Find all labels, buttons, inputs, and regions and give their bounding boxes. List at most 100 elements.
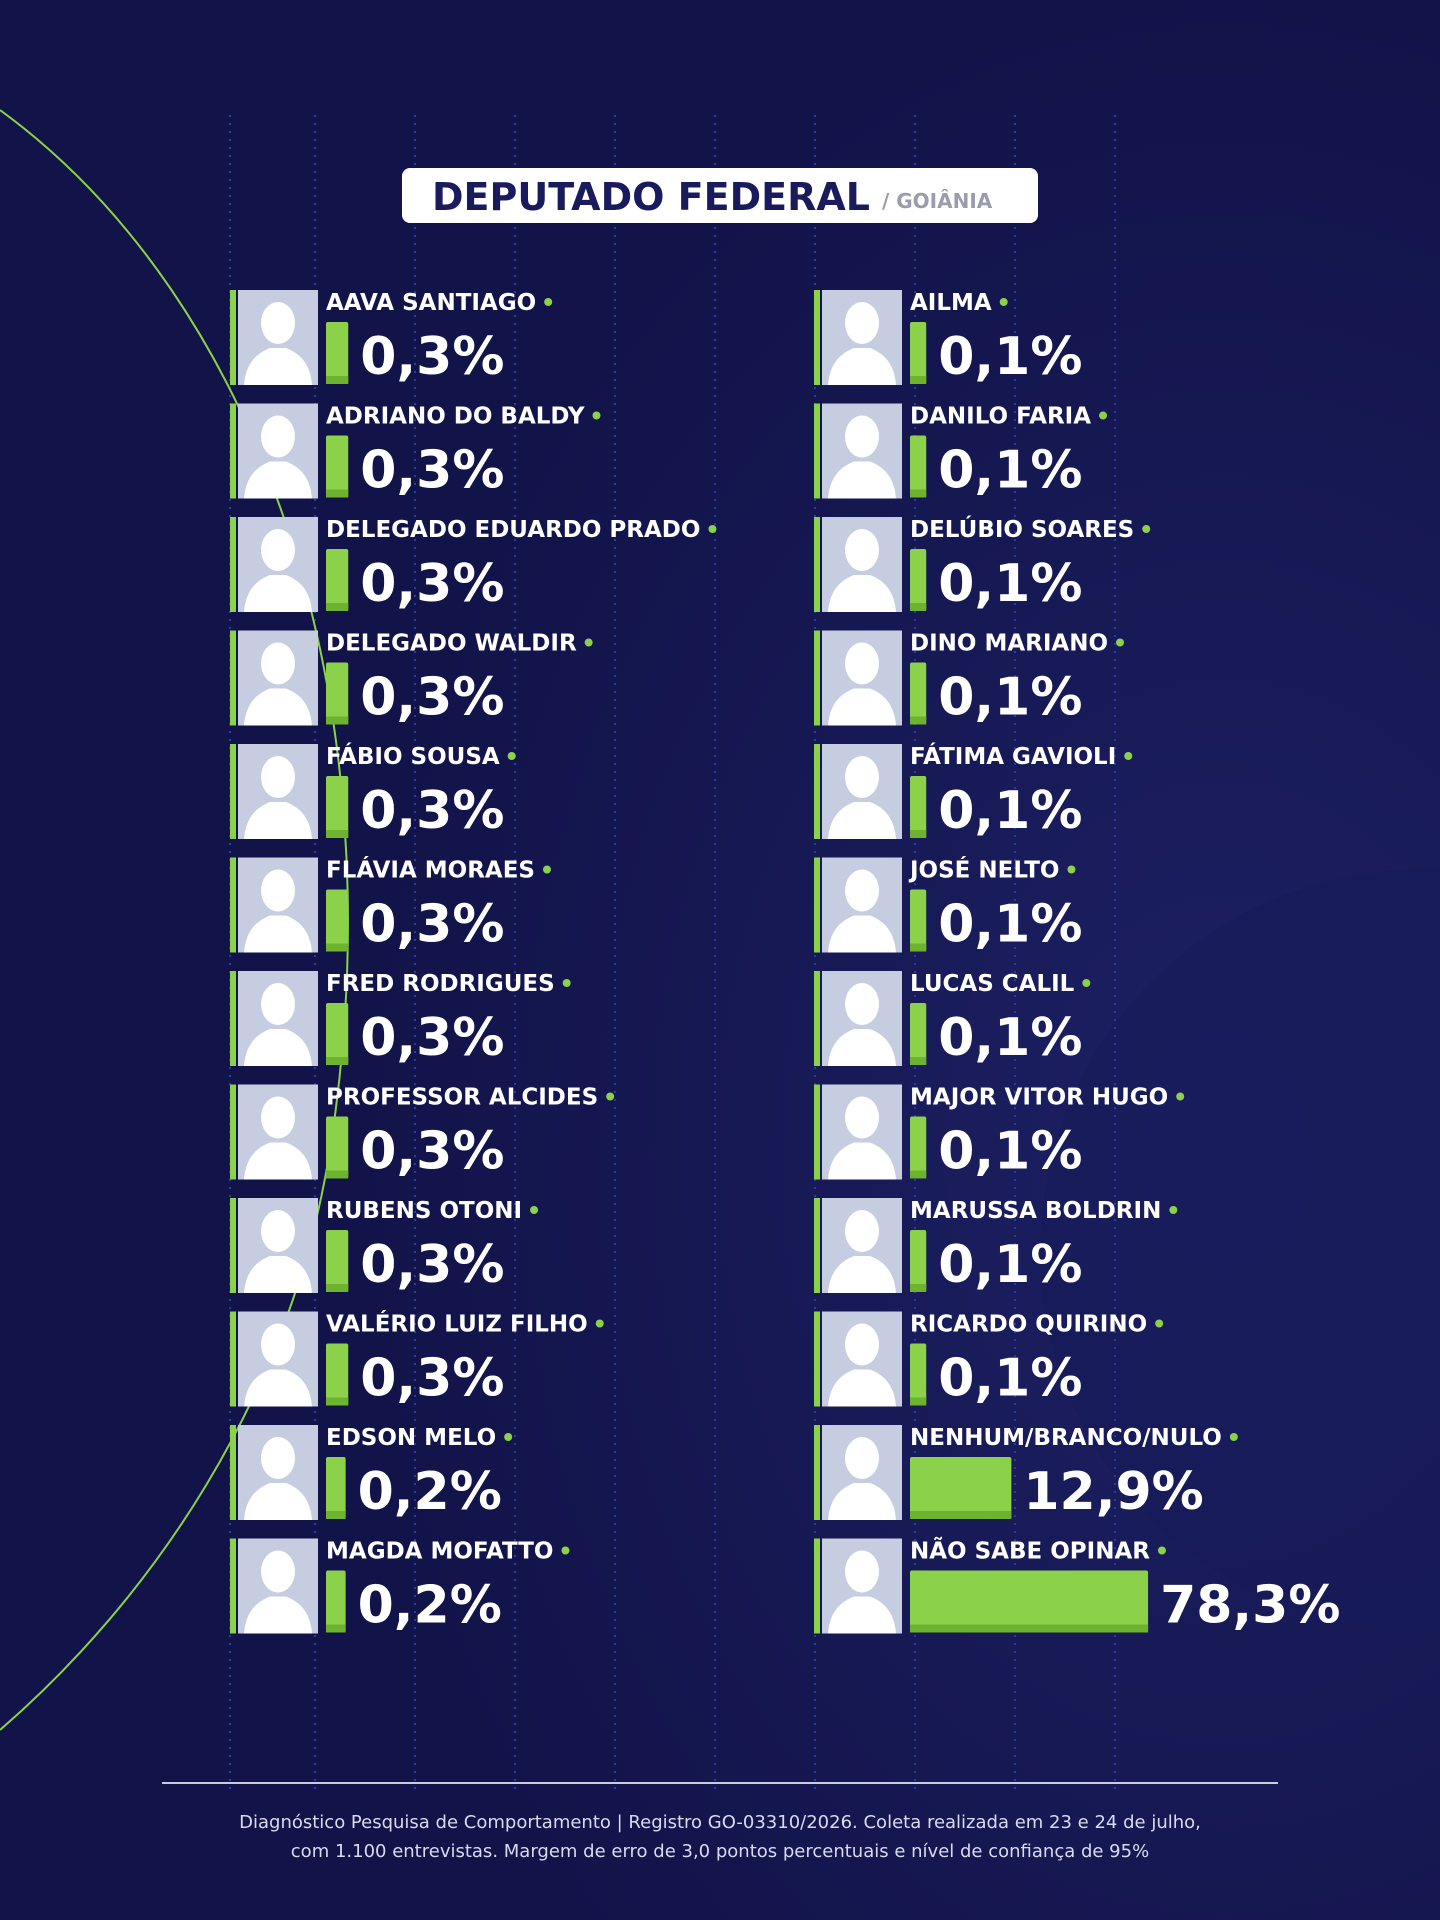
- value-label: 0,1%: [938, 781, 1082, 841]
- name-dot: [561, 1546, 570, 1555]
- value-label: 0,3%: [360, 1349, 504, 1409]
- value-label: 0,2%: [358, 1462, 502, 1522]
- bar-shade: [910, 1511, 1012, 1519]
- bar: [326, 549, 349, 611]
- candidate-name: MAGDA MOFATTO: [326, 1539, 553, 1565]
- name-dot: [562, 979, 571, 987]
- avatar: [822, 290, 902, 385]
- avatar-edge: [230, 1538, 236, 1634]
- avatar: [822, 971, 902, 1066]
- bar: [910, 662, 927, 725]
- bar: [910, 322, 927, 384]
- name-dot: [999, 298, 1008, 306]
- candidate-name: FÁBIO SOUSA: [326, 742, 500, 770]
- avatar: [822, 1311, 902, 1407]
- name-dot: [543, 865, 551, 874]
- avatar-edge: [230, 971, 236, 1066]
- candidate-name: FLÁVIA MORAES: [326, 856, 535, 884]
- name-dot: [1067, 865, 1076, 874]
- value-label: 0,3%: [360, 1235, 504, 1295]
- bar: [326, 1003, 349, 1065]
- value-label: 0,1%: [938, 441, 1082, 501]
- avatar-edge: [230, 1425, 236, 1520]
- bar: [326, 1457, 346, 1519]
- bar: [326, 662, 349, 725]
- avatar: [822, 1198, 902, 1293]
- bar: [910, 776, 927, 838]
- name-dot: [530, 1206, 539, 1214]
- candidate-name: DELEGADO WALDIR: [326, 631, 577, 657]
- title-box: [402, 168, 1038, 223]
- value-label: 0,1%: [938, 327, 1082, 387]
- name-dot: [1124, 752, 1133, 760]
- candidate-name: FÁTIMA GAVIOLI: [910, 742, 1116, 770]
- bar: [910, 889, 927, 952]
- candidate-name: NÃO SABE OPINAR: [910, 1537, 1150, 1565]
- avatar: [822, 1425, 902, 1520]
- value-label: 0,1%: [938, 1235, 1082, 1295]
- avatar-edge: [814, 744, 820, 839]
- candidate-name: DANILO FARIA: [910, 404, 1091, 430]
- avatar-edge: [230, 1311, 236, 1407]
- bar: [910, 1570, 1149, 1633]
- bar: [910, 1343, 927, 1406]
- avatar: [822, 857, 902, 953]
- candidate-name: AAVA SANTIAGO: [326, 290, 536, 316]
- chart-title: DEPUTADO FEDERAL: [432, 175, 870, 219]
- name-dot: [1116, 638, 1125, 647]
- bar: [326, 889, 349, 952]
- avatar-edge: [230, 517, 236, 612]
- value-label: 0,3%: [360, 1008, 504, 1068]
- avatar: [238, 744, 318, 839]
- bar: [910, 549, 927, 611]
- background-circle: [1040, 870, 1440, 1630]
- footnote: com 1.100 entrevistas. Margem de erro de…: [291, 1841, 1149, 1862]
- bar: [326, 1343, 349, 1406]
- bar-shade: [910, 1170, 927, 1179]
- name-dot: [1176, 1092, 1185, 1101]
- avatar-edge: [230, 403, 236, 499]
- bar-shade: [910, 716, 927, 725]
- candidate-name: JOSÉ NELTO: [908, 856, 1059, 884]
- avatar: [238, 971, 318, 1066]
- avatar-edge: [814, 971, 820, 1066]
- bar-shade: [910, 376, 927, 384]
- bar-shade: [326, 1511, 346, 1519]
- bar: [326, 1116, 349, 1179]
- candidate-name: VALÉRIO LUIZ FILHO: [326, 1310, 588, 1338]
- bar: [910, 1003, 927, 1065]
- avatar-edge: [230, 857, 236, 953]
- value-label: 0,3%: [360, 554, 504, 614]
- bar-shade: [910, 943, 927, 952]
- avatar-edge: [814, 517, 820, 612]
- value-label: 0,3%: [360, 668, 504, 728]
- bar-shade: [326, 489, 349, 498]
- candidate-name: AILMA: [910, 290, 992, 316]
- value-label: 0,2%: [358, 1576, 502, 1636]
- bar-shade: [326, 1624, 346, 1633]
- name-dot: [584, 638, 593, 647]
- value-label: 0,3%: [360, 1122, 504, 1182]
- avatar: [238, 290, 318, 385]
- value-label: 0,3%: [360, 441, 504, 501]
- chart-subtitle: / GOIÂNIA: [882, 189, 993, 213]
- name-dot: [1142, 525, 1151, 533]
- avatar-edge: [814, 857, 820, 953]
- name-dot: [606, 1092, 615, 1101]
- avatar-edge: [230, 1198, 236, 1293]
- name-dot: [708, 525, 717, 533]
- avatar: [238, 1311, 318, 1407]
- value-label: 0,1%: [938, 1008, 1082, 1068]
- value-label: 0,1%: [938, 668, 1082, 728]
- bar-shade: [326, 1284, 349, 1292]
- bar: [910, 1116, 927, 1179]
- value-label: 12,9%: [1023, 1462, 1203, 1522]
- value-label: 0,3%: [360, 781, 504, 841]
- name-dot: [595, 1319, 604, 1328]
- avatar-edge: [814, 1425, 820, 1520]
- name-dot: [1155, 1319, 1164, 1328]
- avatar: [238, 1425, 318, 1520]
- avatar: [238, 857, 318, 953]
- avatar-edge: [814, 1084, 820, 1180]
